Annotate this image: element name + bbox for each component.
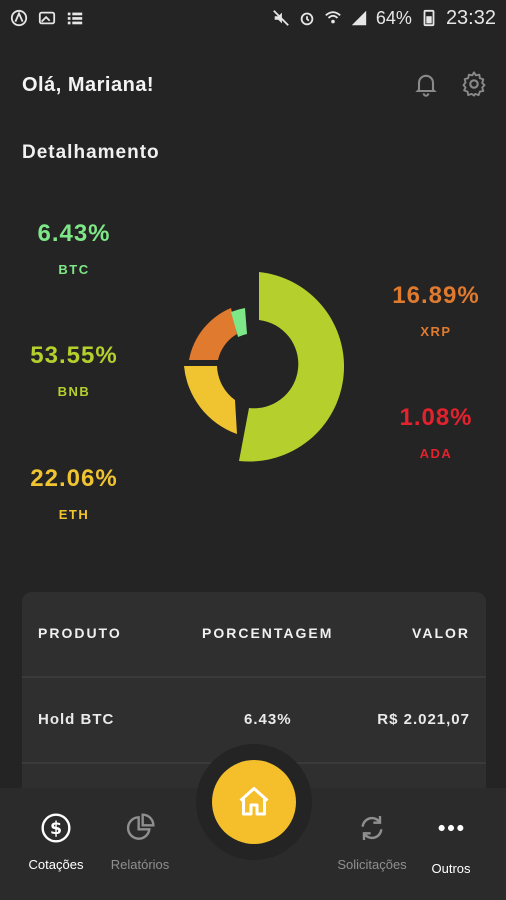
table-header: PRODUTO PORCENTAGEM VALOR	[22, 592, 486, 678]
bnb-symbol: BNB	[57, 384, 91, 399]
refresh-icon	[361, 816, 383, 840]
nav-relatorios-label: Relatórios	[110, 857, 170, 872]
eth-symbol: ETH	[58, 507, 90, 522]
status-bar: 64% 23:32	[0, 0, 506, 36]
pie-chart-icon	[126, 813, 155, 840]
home-icon	[239, 787, 269, 816]
app-logo-icon	[10, 9, 28, 27]
cell-value: R$ 2.021,07	[377, 711, 470, 728]
xrp-percent: 16.89%	[392, 282, 480, 309]
nav-solicitacoes-label: Solicitações	[337, 857, 407, 872]
clock: 23:32	[445, 6, 496, 29]
xrp-symbol: XRP	[420, 324, 452, 339]
cell-product: Hold BTC	[38, 711, 115, 728]
status-left	[10, 9, 84, 27]
more-dots-icon	[438, 824, 464, 832]
ada-symbol: ADA	[419, 446, 453, 461]
section-title: Detalhamento	[22, 142, 160, 163]
ada-share: 1.08% ADA	[376, 404, 496, 461]
nav-relatorios[interactable]: Relatórios	[85, 812, 195, 872]
bnb-percent: 53.55%	[30, 342, 118, 369]
status-right: 64% 23:32	[272, 7, 496, 30]
mute-icon	[273, 10, 289, 26]
battery-icon	[423, 9, 435, 27]
nav-solicitacoes[interactable]: Solicitações	[317, 812, 427, 872]
cell-percentage: 6.43%	[244, 711, 292, 728]
col-product: PRODUTO	[38, 625, 122, 641]
btc-share: 6.43% BTC	[14, 220, 134, 277]
svg-text:$: $	[50, 819, 62, 839]
bell-icon[interactable]	[412, 70, 440, 98]
nav-outros-label: Outros	[431, 861, 471, 876]
wifi-icon	[325, 11, 341, 24]
btc-percent: 6.43%	[37, 220, 111, 247]
xrp-share: 16.89% XRP	[376, 282, 496, 339]
header-actions	[412, 70, 488, 98]
btc-symbol: BTC	[58, 262, 90, 277]
bnb-share: 53.55% BNB	[14, 342, 134, 399]
donut-segment-bnb	[239, 272, 345, 462]
home-button[interactable]	[212, 760, 296, 844]
battery-percent: 64%	[375, 7, 412, 28]
donut-segment-xrp	[189, 308, 237, 360]
list-icon	[67, 12, 83, 25]
signal-icon	[351, 10, 367, 26]
dollar-circle-icon: $	[41, 813, 71, 843]
eth-share: 22.06% ETH	[14, 465, 134, 522]
eth-percent: 22.06%	[30, 465, 118, 492]
gear-icon[interactable]	[460, 70, 488, 98]
nav-outros[interactable]: Outros	[396, 812, 506, 876]
nav-cotacoes[interactable]: $ Cotações	[1, 812, 111, 872]
gallery-icon	[38, 11, 56, 25]
donut-segment-eth	[184, 366, 237, 434]
alarm-icon	[300, 12, 314, 26]
nav-cotacoes-label: Cotações	[28, 857, 84, 872]
allocation-donut	[184, 272, 345, 462]
donut-segment-btc	[231, 308, 247, 337]
ada-percent: 1.08%	[399, 404, 473, 431]
col-percentage: PORCENTAGEM	[202, 625, 334, 641]
greeting: Olá, Mariana!	[22, 74, 155, 96]
col-value: VALOR	[412, 625, 470, 641]
